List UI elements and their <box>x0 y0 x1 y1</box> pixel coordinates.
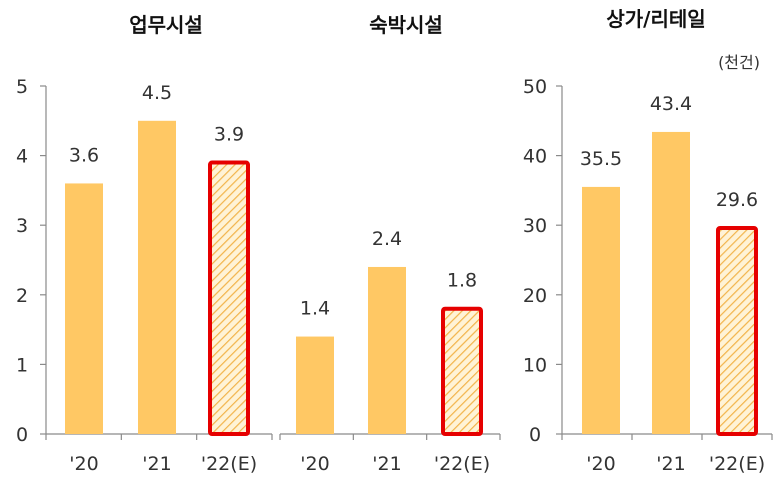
y-tick-label: 3 <box>16 215 28 237</box>
category-labels: '20 '21 '22(E) <box>586 453 765 475</box>
panel-title: 상가/리테일 <box>606 7 705 31</box>
panel-lodging: 숙박시설 1.4 2.4 1.8 '20 '21 '22(E) <box>279 13 501 475</box>
data-label: 2.4 <box>372 228 402 250</box>
unit-label: (천건) <box>718 53 760 72</box>
panel-office: 업무시설 0 1 2 3 4 5 3.6 4.5 3.9 '20 '21 '22(E) <box>16 13 273 475</box>
category-label: '22(E) <box>709 453 765 475</box>
bars <box>561 131 773 440</box>
data-label: 43.4 <box>650 93 692 115</box>
category-label: '20 <box>69 453 98 475</box>
data-labels: 35.5 43.4 29.6 <box>580 93 758 211</box>
y-tick-label: 0 <box>529 424 541 446</box>
data-labels: 3.6 4.5 3.9 <box>69 82 244 167</box>
y-tick-label: 50 <box>523 76 547 98</box>
y-ticks: 0 10 20 30 40 50 <box>523 76 562 446</box>
category-label: '20 <box>586 453 615 475</box>
bar <box>296 336 334 434</box>
data-label: 1.4 <box>300 298 330 320</box>
y-tick-label: 2 <box>16 285 28 307</box>
category-label: '22(E) <box>434 453 490 475</box>
data-label: 3.6 <box>69 144 99 166</box>
bar <box>138 120 176 435</box>
panel-title: 업무시설 <box>129 13 203 37</box>
bar <box>582 186 620 434</box>
y-tick-label: 20 <box>523 285 547 307</box>
data-label: 1.8 <box>447 270 477 292</box>
data-label: 29.6 <box>716 189 758 211</box>
category-labels: '20 '21 '22(E) <box>300 453 490 475</box>
bar-estimate <box>716 225 758 436</box>
bar <box>652 131 690 434</box>
category-labels: '20 '21 '22(E) <box>69 453 257 475</box>
panel-retail: 상가/리테일 (천건) 0 10 20 30 40 50 35.5 43.4 29.6 '20… <box>523 7 773 475</box>
bars <box>45 120 273 440</box>
category-label: '20 <box>300 453 329 475</box>
y-tick-label: 40 <box>523 146 547 168</box>
data-label: 4.5 <box>142 82 172 104</box>
bar <box>368 266 406 434</box>
y-tick-label: 30 <box>523 215 547 237</box>
y-tick-label: 10 <box>523 354 547 376</box>
data-label: 35.5 <box>580 148 622 170</box>
y-tick-label: 1 <box>16 354 28 376</box>
panel-title: 숙박시설 <box>369 13 443 37</box>
bars <box>279 266 501 440</box>
data-labels: 1.4 2.4 1.8 <box>300 228 477 320</box>
y-tick-label: 5 <box>16 76 28 98</box>
data-label: 3.9 <box>214 124 244 146</box>
category-label: '21 <box>142 453 171 475</box>
y-tick-label: 0 <box>16 424 28 446</box>
category-label: '21 <box>372 453 401 475</box>
y-ticks: 0 1 2 3 4 5 <box>16 76 46 446</box>
bar-estimate <box>441 306 483 436</box>
category-label: '21 <box>656 453 685 475</box>
y-tick-label: 4 <box>16 146 28 168</box>
bar-estimate <box>208 160 250 436</box>
category-label: '22(E) <box>201 453 257 475</box>
bar <box>65 183 103 434</box>
